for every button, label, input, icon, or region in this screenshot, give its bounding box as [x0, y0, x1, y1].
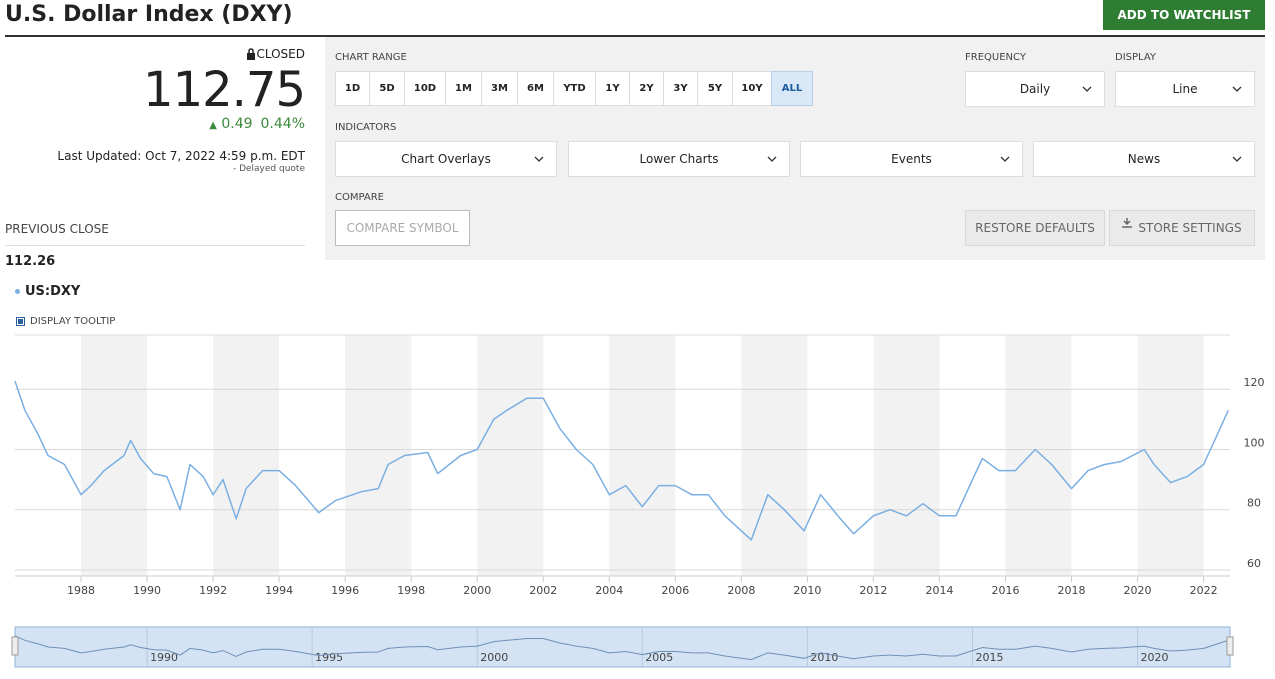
page-title: U.S. Dollar Index (DXY): [5, 2, 293, 27]
band: [1005, 335, 1072, 576]
compare-input[interactable]: COMPARE SYMBOL: [335, 210, 470, 246]
change-percent: 0.44%: [260, 116, 305, 132]
x-tick-label: 2002: [529, 584, 557, 597]
range-button[interactable]: 1D: [335, 71, 370, 106]
change: ▲ 0.49 0.44%: [209, 116, 305, 132]
legend-marker: [15, 289, 20, 294]
band: [345, 335, 412, 576]
range-button[interactable]: YTD: [553, 71, 596, 106]
change-value: ▲ 0.49: [209, 116, 253, 132]
x-tick-label: 2022: [1190, 584, 1218, 597]
range-button[interactable]: 10Y: [732, 71, 772, 106]
display-select[interactable]: Line: [1115, 71, 1255, 107]
previous-close: 112.26: [5, 254, 56, 269]
range-button[interactable]: 10D: [404, 71, 446, 106]
range-button[interactable]: 1M: [445, 71, 482, 106]
indicator-select[interactable]: Lower Charts: [568, 141, 790, 177]
header-rule: [5, 35, 1265, 37]
last-updated: Last Updated: Oct 7, 2022 4:59 p.m. EDT: [57, 149, 305, 163]
range-button[interactable]: 3Y: [663, 71, 698, 106]
x-tick-label: 2000: [463, 584, 491, 597]
frequency-value: Daily: [1019, 82, 1051, 96]
x-tick-label: 2018: [1058, 584, 1086, 597]
change-amount: 0.49: [221, 116, 253, 132]
x-tick-label: 2012: [859, 584, 887, 597]
x-tick-label: 1992: [199, 584, 227, 597]
navigator-handle: [1226, 636, 1234, 656]
navigator-line: [14, 635, 1229, 661]
x-tick-label: 1988: [67, 584, 95, 597]
navigator-tick-label: 2005: [645, 651, 673, 664]
tooltip-toggle[interactable]: DISPLAY TOOLTIP: [16, 316, 115, 327]
price-line: [14, 380, 1229, 541]
indicator-select[interactable]: News: [1033, 141, 1255, 177]
x-tick-label: 2014: [925, 584, 953, 597]
navigator-window: [14, 626, 1231, 668]
y-tick-label: 120: [1244, 376, 1265, 389]
lock-icon: [247, 48, 255, 60]
x-tick-label: 2006: [661, 584, 689, 597]
range-button[interactable]: 1Y: [595, 71, 630, 106]
navigator-tick-label: 2010: [810, 651, 838, 664]
band: [477, 335, 544, 576]
range-button[interactable]: 5Y: [697, 71, 733, 106]
band: [873, 335, 940, 576]
range-button[interactable]: 3M: [481, 71, 518, 106]
market-status: CLOSED: [256, 47, 305, 61]
band: [81, 335, 148, 576]
x-tick-label: 1994: [265, 584, 293, 597]
indicator-select[interactable]: Chart Overlays: [335, 141, 557, 177]
compare-label: COMPARE: [335, 192, 384, 203]
indicator-select[interactable]: Events: [800, 141, 1023, 177]
navigator-tick-label: 1995: [315, 651, 343, 664]
x-tick-label: 2004: [595, 584, 623, 597]
store-settings-text: STORE SETTINGS: [1138, 221, 1242, 235]
indicator-text: News: [1127, 152, 1161, 166]
delayed-note: - Delayed quote: [232, 164, 305, 174]
navigator-handle: [11, 636, 19, 656]
indicator-text: Events: [891, 152, 932, 166]
range-button[interactable]: 2Y: [629, 71, 664, 106]
x-tick-label: 1996: [331, 584, 359, 597]
watchlist-button[interactable]: ADD TO WATCHLIST: [1103, 0, 1265, 30]
divider: [5, 245, 305, 246]
x-tick-label: 2016: [991, 584, 1019, 597]
frequency-label: FREQUENCY: [965, 52, 1026, 63]
x-tick-label: 1998: [397, 584, 425, 597]
navigator-tick-label: 2015: [975, 651, 1003, 664]
range-button[interactable]: 5D: [369, 71, 405, 106]
display-label: DISPLAY: [1115, 52, 1157, 63]
legend-label: US:DXY: [25, 284, 81, 299]
navigator-tick-label: 2020: [1141, 651, 1169, 664]
y-tick-label: 80: [1247, 497, 1261, 510]
band: [213, 335, 280, 576]
store-settings-button[interactable]: STORE SETTINGS: [1109, 210, 1255, 246]
previous-close-label: PREVIOUS CLOSE: [5, 222, 109, 236]
indicators-label: INDICATORS: [335, 122, 397, 133]
indicator-text: Lower Charts: [639, 152, 719, 166]
x-tick-label: 2008: [727, 584, 755, 597]
navigator-tick-label: 1990: [150, 651, 178, 664]
indicator-text: Chart Overlays: [401, 152, 491, 166]
y-tick-label: 60: [1247, 557, 1261, 570]
display-value: Line: [1172, 82, 1198, 96]
frequency-select[interactable]: Daily: [965, 71, 1105, 107]
x-tick-label: 1990: [133, 584, 161, 597]
x-tick-label: 2020: [1124, 584, 1152, 597]
price: 112.75: [143, 62, 306, 118]
y-tick-label: 100: [1244, 436, 1265, 449]
x-tick-label: 2010: [793, 584, 821, 597]
navigator-tick-label: 2000: [480, 651, 508, 664]
range-button[interactable]: 6M: [517, 71, 554, 106]
tooltip-toggle-label: DISPLAY TOOLTIP: [30, 316, 116, 327]
chart-range-label: CHART RANGE: [335, 52, 407, 63]
restore-defaults-button[interactable]: RESTORE DEFAULTS: [965, 210, 1105, 246]
band: [609, 335, 676, 576]
range-button[interactable]: ALL: [771, 71, 813, 106]
legend: US:DXY: [15, 284, 80, 299]
